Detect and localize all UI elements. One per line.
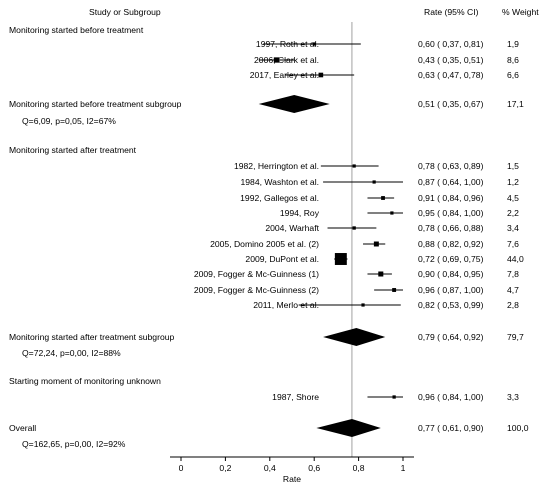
ci-value: 0,60 ( 0,37, 0,81) bbox=[418, 39, 484, 49]
weight-value: 6,6 bbox=[507, 70, 519, 80]
point-estimate-marker bbox=[334, 253, 347, 265]
overall-summary-diamond bbox=[316, 419, 381, 437]
overall-summary-ci-value: 0,77 ( 0,61, 0,90) bbox=[418, 423, 484, 433]
point-estimate-marker bbox=[352, 164, 356, 168]
point-estimate-marker bbox=[390, 211, 394, 215]
point-estimate-marker bbox=[361, 303, 365, 307]
study-label: 1987, Shore bbox=[272, 392, 319, 402]
point-estimate-marker bbox=[392, 288, 397, 292]
weight-value: 1,9 bbox=[507, 39, 519, 49]
weight-value: 2,2 bbox=[507, 208, 519, 218]
weight-value: 4,5 bbox=[507, 193, 519, 203]
study-label: 2017, Earley et al. bbox=[250, 70, 319, 80]
ci-value: 0,82 ( 0,53, 0,99) bbox=[418, 300, 484, 310]
point-estimate-marker bbox=[372, 180, 376, 184]
ci-value: 0,88 ( 0,82, 0,92) bbox=[418, 239, 484, 249]
ci-value: 0,72 ( 0,69, 0,75) bbox=[418, 254, 484, 264]
x-tick-label: 0,6 bbox=[308, 463, 320, 473]
study-label: 2009, DuPont et al. bbox=[245, 254, 319, 264]
weight-value: 3,4 bbox=[507, 223, 519, 233]
study-label: 2009, Fogger & Mc-Guinness (2) bbox=[194, 285, 319, 295]
subgroup-summary-weight: 17,1 bbox=[507, 99, 524, 109]
ci-value: 0,96 ( 0,87, 1,00) bbox=[418, 285, 484, 295]
ci-value: 0,87 ( 0,64, 1,00) bbox=[418, 177, 484, 187]
ci-value: 0,91 ( 0,84, 0,96) bbox=[418, 193, 484, 203]
subgroup-summary-label: Monitoring started before treatment subg… bbox=[9, 99, 182, 109]
ci-value: 0,78 ( 0,63, 0,89) bbox=[418, 161, 484, 171]
study-label: 1982, Herrington et al. bbox=[234, 161, 319, 171]
study-label: 2005, Domino 2005 et al. (2) bbox=[210, 239, 319, 249]
study-column-header: Study or Subgroup bbox=[89, 7, 161, 17]
weight-value: 7,6 bbox=[507, 239, 519, 249]
forest-plot-content: Monitoring started before treatment1997,… bbox=[9, 22, 529, 484]
ci-value: 0,96 ( 0,84, 1,00) bbox=[418, 392, 484, 402]
subgroup-summary-ci-value: 0,79 ( 0,64, 0,92) bbox=[418, 332, 484, 342]
ci-value: 0,78 ( 0,66, 0,88) bbox=[418, 223, 484, 233]
point-estimate-marker bbox=[273, 57, 280, 63]
point-estimate-marker bbox=[312, 42, 316, 46]
heterogeneity-stat: Q=6,09, p=0,05, I2=67% bbox=[22, 116, 116, 126]
study-label: 2009, Fogger & Mc-Guinness (1) bbox=[194, 269, 319, 279]
ci-value: 0,43 ( 0,35, 0,51) bbox=[418, 55, 484, 65]
weight-value: 7,8 bbox=[507, 269, 519, 279]
study-label: 1992, Gallegos et al. bbox=[240, 193, 319, 203]
weight-value: 1,2 bbox=[507, 177, 519, 187]
weight-column-header: % Weight bbox=[502, 7, 539, 17]
weight-value: 1,5 bbox=[507, 161, 519, 171]
subgroup-summary-ci-value: 0,51 ( 0,35, 0,67) bbox=[418, 99, 484, 109]
group-header: Starting moment of monitoring unknown bbox=[9, 376, 161, 386]
ci-value: 0,90 ( 0,84, 0,95) bbox=[418, 269, 484, 279]
point-estimate-marker bbox=[318, 72, 324, 78]
ci-value: 0,63 ( 0,47, 0,78) bbox=[418, 70, 484, 80]
heterogeneity-stat: Q=72,24, p=0,00, I2=88% bbox=[22, 348, 121, 358]
x-tick-label: 0,4 bbox=[264, 463, 276, 473]
subgroup-summary-weight: 79,7 bbox=[507, 332, 524, 342]
group-header: Monitoring started before treatment bbox=[9, 25, 144, 35]
point-estimate-marker bbox=[378, 271, 384, 277]
subgroup-summary-diamond bbox=[258, 95, 330, 113]
overall-heterogeneity-stat: Q=162,65, p=0,00, I2=92% bbox=[22, 439, 126, 449]
study-label: 1994, Roy bbox=[280, 208, 320, 218]
weight-value: 4,7 bbox=[507, 285, 519, 295]
subgroup-summary-diamond bbox=[323, 328, 386, 346]
weight-value: 2,8 bbox=[507, 300, 519, 310]
x-tick-label: 0,2 bbox=[219, 463, 231, 473]
point-estimate-marker bbox=[352, 226, 356, 230]
study-label: 2004, Warhaft bbox=[265, 223, 319, 233]
x-tick-label: 0,8 bbox=[353, 463, 365, 473]
point-estimate-marker bbox=[373, 241, 379, 247]
weight-value: 8,6 bbox=[507, 55, 519, 65]
study-label: 2011, Merlo et al. bbox=[253, 300, 319, 310]
group-header: Monitoring started after treatment bbox=[9, 145, 137, 155]
study-label: 1984, Washton et al. bbox=[240, 177, 319, 187]
ci-value: 0,95 ( 0,84, 1,00) bbox=[418, 208, 484, 218]
subgroup-summary-label: Monitoring started after treatment subgr… bbox=[9, 332, 174, 342]
point-estimate-marker bbox=[392, 395, 396, 399]
overall-summary-weight: 100,0 bbox=[507, 423, 529, 433]
weight-value: 3,3 bbox=[507, 392, 519, 402]
x-axis-label: Rate bbox=[283, 474, 301, 484]
weight-value: 44,0 bbox=[507, 254, 524, 264]
overall-summary-label: Overall bbox=[9, 423, 36, 433]
x-tick-label: 0 bbox=[179, 463, 184, 473]
ci-column-header: Rate (95% CI) bbox=[424, 7, 479, 17]
point-estimate-marker bbox=[381, 196, 385, 200]
x-tick-label: 1 bbox=[401, 463, 406, 473]
